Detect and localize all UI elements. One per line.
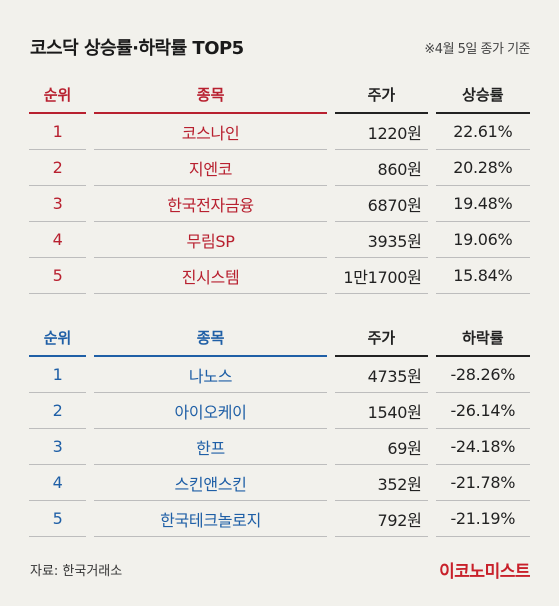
table-header: 순위 종목 주가 하락률 bbox=[29, 319, 531, 357]
name-cell: 나노스 bbox=[94, 357, 328, 393]
name-cell: 코스나인 bbox=[94, 114, 328, 150]
rate-cell: 19.48% bbox=[435, 186, 530, 222]
table-row: 2 아이오케이 1540원 -26.14% bbox=[29, 393, 530, 429]
header-price: 주가 bbox=[335, 76, 428, 114]
name-cell: 아이오케이 bbox=[94, 393, 328, 429]
rate-cell: 20.28% bbox=[435, 150, 530, 186]
rank-cell: 4 bbox=[29, 465, 87, 501]
price-cell: 6870원 bbox=[335, 186, 428, 222]
rank-cell: 3 bbox=[29, 186, 87, 222]
table-row: 2 지엔코 860원 20.28% bbox=[29, 150, 530, 186]
header-rank: 순위 bbox=[29, 76, 87, 114]
price-cell: 1만1700원 bbox=[335, 258, 428, 294]
rate-cell: -21.78% bbox=[435, 465, 530, 501]
header-name: 종목 bbox=[94, 76, 328, 114]
name-cell: 진시스템 bbox=[94, 258, 328, 294]
name-cell: 지엔코 bbox=[94, 150, 328, 186]
chart-title: 코스닥 상승률·하락률 TOP5 bbox=[30, 38, 244, 59]
table-row: 1 나노스 4735원 -28.26% bbox=[29, 357, 530, 393]
rank-cell: 1 bbox=[29, 357, 87, 393]
table-row: 4 스킨앤스킨 352원 -21.78% bbox=[29, 465, 530, 501]
table-row: 1 코스나인 1220원 22.61% bbox=[29, 114, 530, 150]
table-row: 5 진시스템 1만1700원 15.84% bbox=[29, 258, 530, 294]
table-row: 5 한국테크놀로지 792원 -21.19% bbox=[29, 501, 530, 537]
rate-cell: -28.26% bbox=[435, 357, 530, 393]
price-cell: 792원 bbox=[335, 501, 428, 537]
rate-cell: -24.18% bbox=[435, 429, 530, 465]
date-note: ※4월 5일 종가 기준 bbox=[424, 42, 530, 57]
name-cell: 무림SP bbox=[94, 222, 328, 258]
rank-cell: 2 bbox=[29, 393, 87, 429]
rank-cell: 5 bbox=[29, 258, 87, 294]
table-row: 3 한프 69원 -24.18% bbox=[29, 429, 530, 465]
price-cell: 3935원 bbox=[335, 222, 428, 258]
source-note: 자료: 한국거래소 bbox=[30, 564, 123, 579]
table-row: 4 무림SP 3935원 19.06% bbox=[29, 222, 530, 258]
name-cell: 스킨앤스킨 bbox=[94, 465, 328, 501]
price-cell: 1540원 bbox=[335, 393, 428, 429]
gainers-table: 순위 종목 주가 상승률 1 코스나인 1220원 22.61% 2 지엔코 8… bbox=[29, 76, 531, 294]
table-row: 3 한국전자금융 6870원 19.48% bbox=[29, 186, 530, 222]
header-price: 주가 bbox=[335, 319, 428, 357]
header-name: 종목 bbox=[94, 319, 328, 357]
price-cell: 4735원 bbox=[335, 357, 428, 393]
rank-cell: 3 bbox=[29, 429, 87, 465]
losers-table: 순위 종목 주가 하락률 1 나노스 4735원 -28.26% 2 아이오케이… bbox=[29, 319, 531, 537]
publisher-logo: 이코노미스트 bbox=[439, 562, 530, 582]
price-cell: 69원 bbox=[335, 429, 428, 465]
rank-cell: 5 bbox=[29, 501, 87, 537]
rate-cell: 22.61% bbox=[435, 114, 530, 150]
rank-cell: 1 bbox=[29, 114, 87, 150]
name-cell: 한국테크놀로지 bbox=[94, 501, 328, 537]
price-cell: 352원 bbox=[335, 465, 428, 501]
price-cell: 1220원 bbox=[335, 114, 428, 150]
rate-cell: 19.06% bbox=[435, 222, 530, 258]
header-rate: 상승률 bbox=[435, 76, 531, 114]
rate-cell: 15.84% bbox=[435, 258, 530, 294]
rate-cell: -21.19% bbox=[435, 501, 530, 537]
price-cell: 860원 bbox=[335, 150, 428, 186]
header-rank: 순위 bbox=[29, 319, 87, 357]
header-rate: 하락률 bbox=[435, 319, 531, 357]
table-header: 순위 종목 주가 상승률 bbox=[29, 76, 531, 114]
rank-cell: 4 bbox=[29, 222, 87, 258]
name-cell: 한국전자금융 bbox=[94, 186, 328, 222]
rank-cell: 2 bbox=[29, 150, 87, 186]
rate-cell: -26.14% bbox=[435, 393, 530, 429]
name-cell: 한프 bbox=[94, 429, 328, 465]
